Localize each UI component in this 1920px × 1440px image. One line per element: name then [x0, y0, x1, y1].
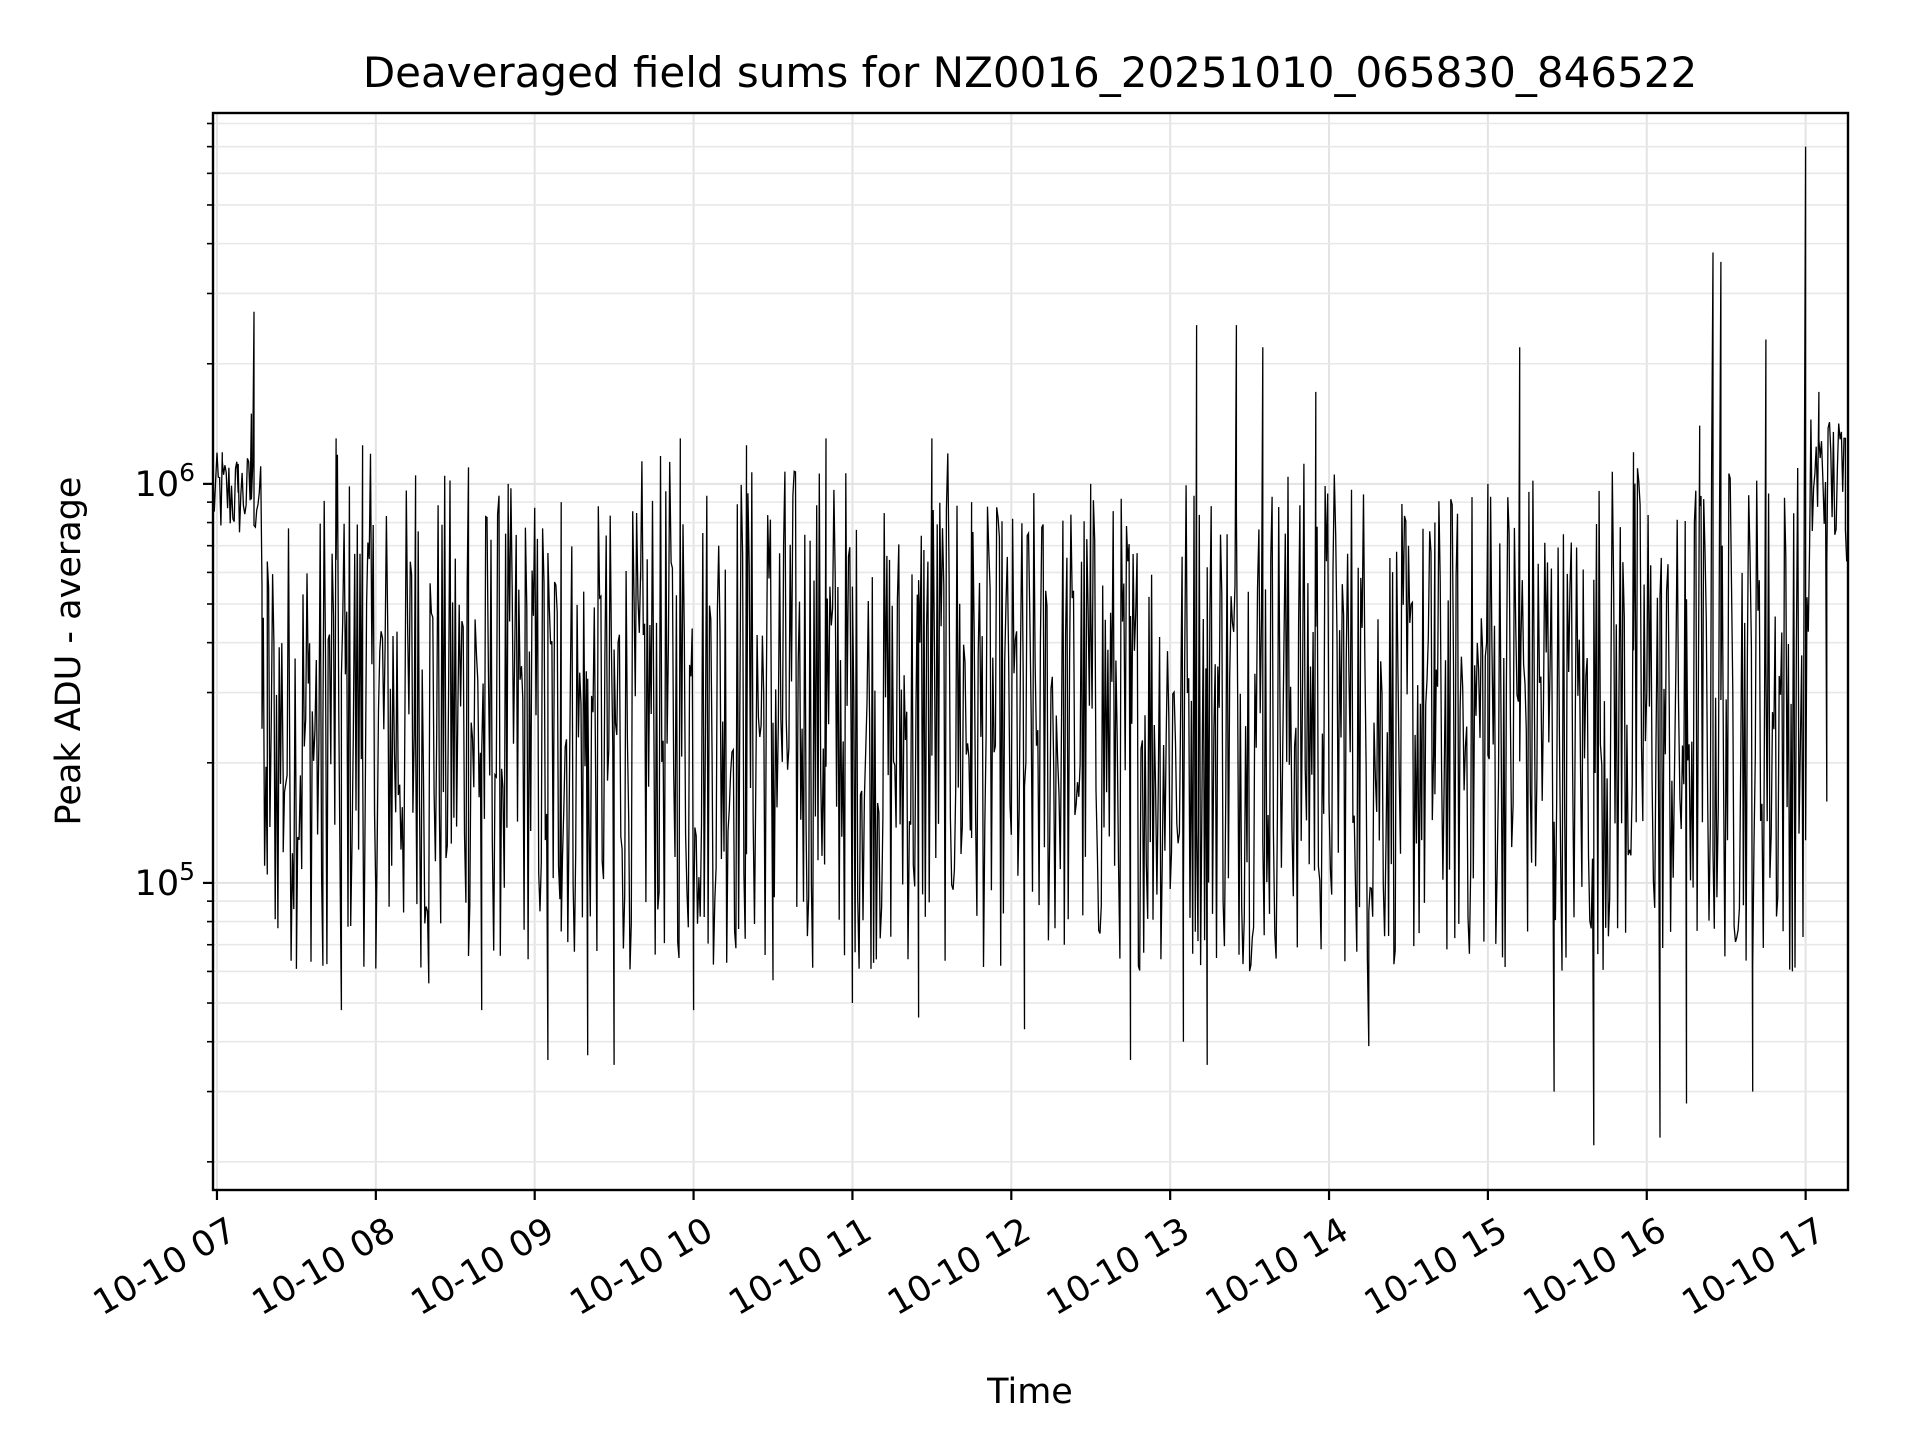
data-series — [212, 146, 1849, 1146]
x-axis-label: Time — [986, 1372, 1073, 1412]
y-tick-label: 105 — [135, 857, 195, 904]
series-line — [212, 146, 1849, 1146]
chart-title: Deaveraged field sums for NZ0016_2025101… — [363, 48, 1697, 97]
y-axis-label: Peak ADU - average — [49, 477, 89, 826]
y-tick-label: 106 — [135, 458, 195, 505]
plot-frame — [211, 111, 1850, 1192]
